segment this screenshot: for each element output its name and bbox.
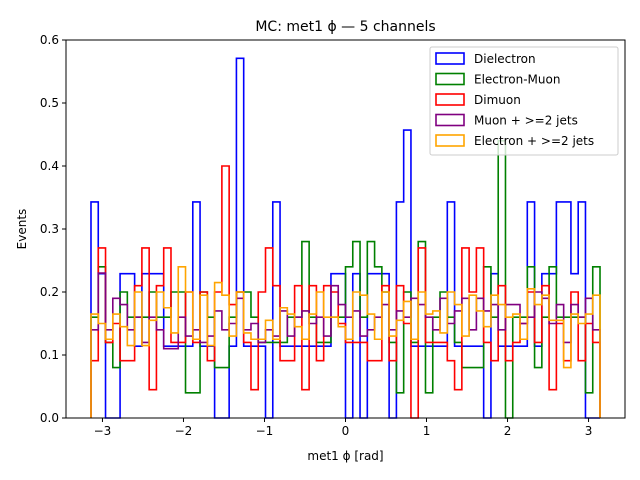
x-tick-label: −1 — [256, 424, 274, 438]
x-tick-label: 0 — [342, 424, 350, 438]
x-tick-label: 2 — [504, 424, 512, 438]
y-tick-label: 0.2 — [40, 285, 59, 299]
y-tick-label: 0.0 — [40, 411, 59, 425]
chart-title: MC: met1 ϕ — 5 channels — [255, 19, 435, 35]
legend-label-2: Dimuon — [474, 93, 521, 107]
legend: Dielectron Electron-Muon Dimuon Muon + >=2 … — [429, 46, 619, 156]
y-axis: 0.0 0.1 0.2 0.3 0.4 0.5 0.6 — [40, 33, 66, 425]
y-tick-label: 0.1 — [40, 348, 59, 362]
legend-label-0: Dielectron — [474, 52, 536, 66]
legend-swatch-3 — [435, 113, 465, 127]
series-3-step-line — [90, 272, 601, 418]
y-tick-label: 0.6 — [40, 33, 59, 47]
legend-swatch-2 — [435, 93, 465, 106]
legend-swatch-0 — [435, 52, 465, 65]
y-tick-label: 0.5 — [40, 96, 59, 110]
x-axis-label: met1 ϕ [rad] — [307, 449, 383, 463]
legend-swatch-4 — [435, 134, 465, 147]
x-tick-label: 1 — [423, 424, 431, 438]
y-tick-label: 0.3 — [40, 222, 59, 236]
y-axis-label: Events — [15, 209, 29, 250]
x-axis: −3 −2 −1 0 1 2 3 — [94, 418, 593, 438]
legend-label-1: Electron-Muon — [474, 73, 560, 87]
series-4-step-line — [90, 266, 601, 418]
legend-swatch-1 — [435, 72, 465, 86]
y-tick-label: 0.4 — [40, 159, 59, 173]
legend-label-4: Electron + >=2 jets — [474, 134, 594, 148]
x-tick-label: −2 — [175, 424, 193, 438]
legend-label-3: Muon + >=2 jets — [474, 114, 578, 128]
legend-box — [429, 46, 619, 156]
x-tick-label: −3 — [94, 424, 112, 438]
x-tick-label: 3 — [585, 424, 593, 438]
